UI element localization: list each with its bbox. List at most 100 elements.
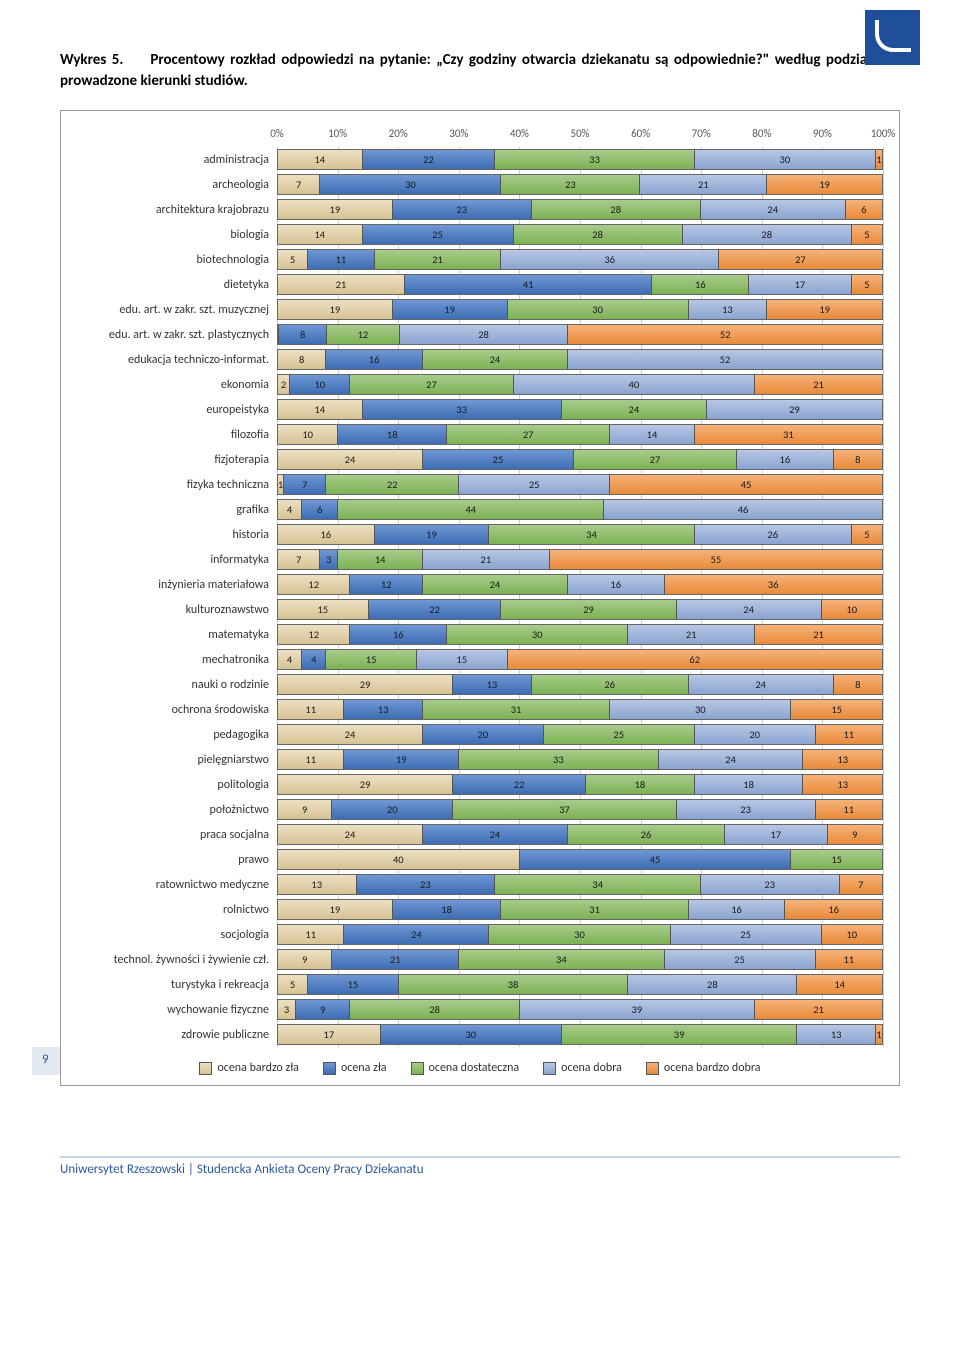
bar-segment: 14 [797, 975, 882, 994]
bar-segment: 34 [489, 525, 694, 544]
bar-segment: 10 [822, 925, 882, 944]
bar-segment: 21 [332, 950, 459, 969]
bar-track: 14332429 [277, 399, 883, 420]
category-label: mechatronika [77, 653, 277, 667]
bar-segment: 21 [423, 550, 550, 569]
x-tick-label: 100% [871, 127, 896, 140]
category-label: politologia [77, 778, 277, 792]
bar-segment: 25 [459, 475, 610, 494]
bar-segment: 29 [501, 600, 676, 619]
x-tick-label: 10% [328, 127, 347, 140]
bar-track: 173039131 [277, 1024, 883, 1045]
university-logo [865, 10, 920, 65]
bar-segment: 55 [550, 550, 882, 569]
bar-segment: 37 [453, 800, 676, 819]
bar-segment: 28 [514, 225, 683, 244]
x-axis: 0%10%20%30%40%50%60%70%80%90%100% [77, 127, 883, 143]
bar-row: edu. art. w zakr. szt. plastycznych08122… [77, 322, 883, 347]
bar-row: administracja142233301 [77, 147, 883, 172]
bar-row: turystyka i rekreacja515382814 [77, 972, 883, 997]
bar-segment: 5 [852, 525, 882, 544]
x-tick-label: 80% [752, 127, 771, 140]
legend-label: ocena dobra [561, 1061, 622, 1075]
category-label: edukacja techniczo-informat. [77, 353, 277, 367]
bars-area: administracja142233301archeologia7302321… [77, 147, 883, 1047]
bar-segment: 16 [652, 275, 749, 294]
bar-segment: 21 [755, 625, 882, 644]
bar-track: 1919301319 [277, 299, 883, 320]
bar-segment: 28 [683, 225, 852, 244]
bar-segment: 36 [501, 250, 718, 269]
bar-segment: 15 [791, 850, 882, 869]
category-label: inżynieria materiałowa [77, 578, 277, 592]
category-label: ekonomia [77, 378, 277, 392]
bar-segment: 12 [278, 625, 350, 644]
bar-segment: 19 [767, 300, 882, 319]
bar-segment: 17 [749, 275, 852, 294]
bar-segment: 15 [326, 650, 417, 669]
x-tick-label: 0% [270, 127, 283, 140]
category-label: zdrowie publiczne [77, 1028, 277, 1042]
category-label: pielęgniarstwo [77, 753, 277, 767]
bar-segment: 16 [785, 900, 882, 919]
bar-segment: 33 [363, 400, 562, 419]
bar-track: 404515 [277, 849, 883, 870]
category-label: ratownictwo medyczne [77, 878, 277, 892]
bar-track: 142528285 [277, 224, 883, 245]
bar-segment: 3 [278, 1000, 296, 1019]
bar-segment: 12 [350, 575, 422, 594]
bar-track: 2420252011 [277, 724, 883, 745]
bar-track: 08122852 [277, 324, 883, 345]
bar-segment: 36 [665, 575, 882, 594]
bar-segment: 19 [278, 200, 393, 219]
legend-label: ocena dostateczna [429, 1061, 520, 1075]
bar-segment: 40 [278, 850, 520, 869]
bar-segment: 13 [278, 875, 357, 894]
bar-row: edu. art. w zakr. szt. muzycznej19193013… [77, 297, 883, 322]
bar-segment: 10 [290, 375, 350, 394]
bar-segment: 20 [423, 725, 544, 744]
bar-segment: 27 [447, 425, 610, 444]
bar-track: 17222545 [277, 474, 883, 495]
legend-swatch [199, 1062, 212, 1075]
bar-segment: 4 [278, 650, 302, 669]
bar-track: 242426179 [277, 824, 883, 845]
bar-segment: 9 [828, 825, 882, 844]
bar-segment: 21 [755, 375, 882, 394]
bar-segment: 19 [767, 175, 882, 194]
bar-segment: 24 [701, 200, 846, 219]
category-label: informatyka [77, 553, 277, 567]
bar-row: prawo404515 [77, 847, 883, 872]
bar-segment: 26 [568, 825, 725, 844]
bar-track: 214116175 [277, 274, 883, 295]
bar-track: 73142155 [277, 549, 883, 570]
bar-segment: 34 [459, 950, 664, 969]
legend-item: ocena zła [323, 1061, 387, 1075]
bar-row: rolnictwo1918311616 [77, 897, 883, 922]
bar-segment: 33 [459, 750, 658, 769]
bar-segment: 18 [338, 425, 447, 444]
bar-segment: 11 [308, 250, 374, 269]
bar-segment: 31 [501, 900, 688, 919]
bar-segment: 44 [338, 500, 604, 519]
bar-track: 1113313015 [277, 699, 883, 720]
bar-segment: 23 [501, 175, 640, 194]
bar-segment: 26 [532, 675, 689, 694]
x-tick-label: 50% [570, 127, 589, 140]
category-label: rolnictwo [77, 903, 277, 917]
bar-segment: 28 [628, 975, 797, 994]
bar-segment: 22 [453, 775, 586, 794]
bar-row: inżynieria materiałowa1212241636 [77, 572, 883, 597]
bar-segment: 26 [695, 525, 852, 544]
page-number: 9 [42, 1052, 49, 1067]
category-label: biologia [77, 228, 277, 242]
bar-segment: 27 [350, 375, 513, 394]
bar-segment: 8 [834, 450, 882, 469]
legend-label: ocena bardzo dobra [664, 1061, 761, 1075]
bar-segment: 5 [852, 275, 882, 294]
category-label: edu. art. w zakr. szt. plastycznych [77, 328, 277, 342]
bar-segment: 7 [278, 175, 320, 194]
legend-label: ocena zła [341, 1061, 387, 1075]
bar-segment: 28 [400, 325, 569, 344]
bar-row: socjologia1124302510 [77, 922, 883, 947]
